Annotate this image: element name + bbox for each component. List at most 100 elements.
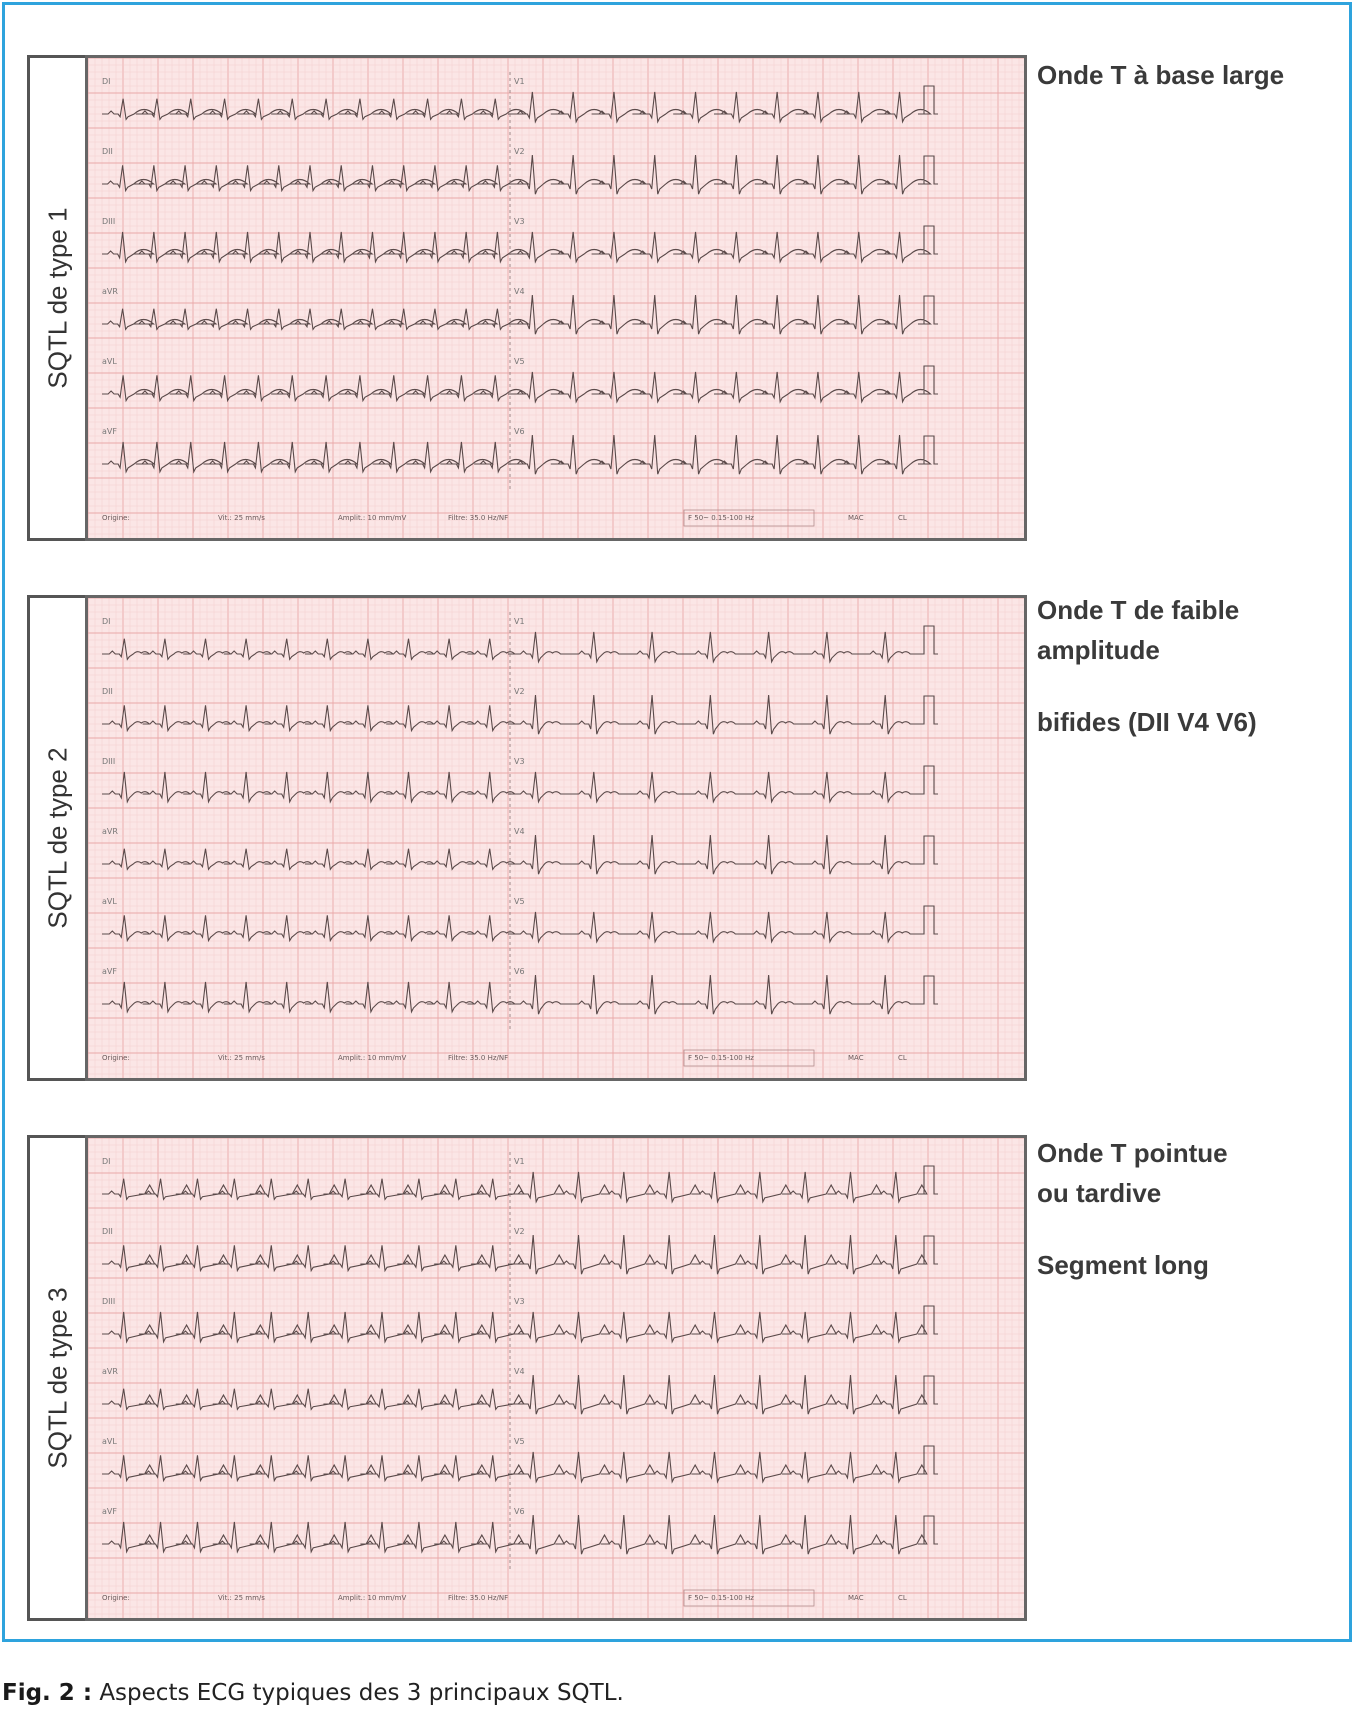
lead-label: aVL [102, 357, 117, 366]
caption-text: Aspects ECG typiques des 3 principaux SQ… [99, 1680, 624, 1706]
lead-label: V6 [514, 427, 525, 436]
panel-3-notes: Onde T pointue ou tardive Segment long [1037, 1133, 1337, 1285]
ecg-trace [102, 1445, 938, 1484]
ecg-footer-text: F 50~ 0.15-100 Hz [688, 1054, 754, 1062]
ecg-footer-text: Origine: [102, 1054, 130, 1062]
lead-label: DI [102, 617, 111, 626]
ecg-trace [102, 975, 938, 1015]
lead-label: V2 [514, 1227, 525, 1236]
lead-label: DIII [102, 217, 115, 226]
panel-side-label: SQTL de type 3 [42, 1287, 72, 1469]
ecg-footer-text: MAC [848, 1594, 864, 1602]
ecg-grid [88, 598, 1024, 1078]
lead-label: V1 [514, 77, 525, 86]
lead-label: DI [102, 77, 111, 86]
lead-label: V3 [514, 217, 525, 226]
ecg-panel-type-2: SQTL de type 2 DI V1 DII V2 DIII V3 aVR V4 aVL V5… [27, 595, 1027, 1081]
ecg-strip: DI V1 DII V2 DIII V3 aVR V4 aVL V5 aVF V6 Origine: Vi… [85, 55, 1027, 541]
ecg-trace [102, 85, 938, 124]
ecg-trace [102, 1165, 938, 1204]
ecg-panel-type-3: SQTL de type 3 DI V1 DII V2 DIII V3 aVR V4 aVL V5… [27, 1135, 1027, 1621]
ecg-footer-text: Filtre: 35.0 Hz/NF [448, 514, 508, 522]
panel-side-label-box: SQTL de type 3 [27, 1135, 85, 1621]
lead-label: DIII [102, 757, 115, 766]
ecg-strip: DI V1 DII V2 DIII V3 aVR V4 aVL V5 aVF V6 Origine: Vi… [85, 595, 1027, 1081]
panel-1-notes: Onde T à base large [1037, 55, 1337, 95]
ecg-trace [102, 365, 938, 404]
ecg-footer-text: Vit.: 25 mm/s [218, 514, 265, 522]
ecg-tracing: DI V1 DII V2 DIII V3 aVR V4 aVL V5 aVF V6 Origine: Vi… [88, 1138, 1024, 1618]
ecg-footer-text: Origine: [102, 1594, 130, 1602]
ecg-footer-text: Amplit.: 10 mm/mV [338, 514, 406, 522]
ecg-tracing: DI V1 DII V2 DIII V3 aVR V4 aVL V5 aVF V6 Origine: Vi… [88, 598, 1024, 1078]
lead-label: V5 [514, 1437, 525, 1446]
lead-label: V6 [514, 1507, 525, 1516]
caption-label: Fig. 2 : [2, 1680, 93, 1706]
ecg-trace [102, 1515, 938, 1555]
panel-side-label: SQTL de type 1 [42, 207, 72, 389]
panel-side-label: SQTL de type 2 [42, 747, 72, 929]
lead-label: V1 [514, 617, 525, 626]
ecg-footer-text: F 50~ 0.15-100 Hz [688, 1594, 754, 1602]
figure-frame: SQTL de type 1 DI V1 DII V2 DIII V3 aVR V4 aVL V5… [2, 2, 1352, 1642]
lead-label: V5 [514, 897, 525, 906]
lead-label: DII [102, 687, 113, 696]
ecg-footer-text: Vit.: 25 mm/s [218, 1054, 265, 1062]
ecg-trace [102, 625, 938, 664]
ecg-trace [102, 765, 938, 804]
ecg-footer-text: Filtre: 35.0 Hz/NF [448, 1594, 508, 1602]
lead-label: aVL [102, 1437, 117, 1446]
lead-label: aVR [102, 1367, 118, 1376]
filter-box [683, 509, 815, 527]
ecg-grid [88, 58, 1024, 538]
filter-box [683, 1589, 815, 1607]
ecg-trace [102, 835, 938, 875]
lead-label: DI [102, 1157, 111, 1166]
filter-box [683, 1049, 815, 1067]
lead-label: aVF [102, 1507, 117, 1516]
ecg-trace [102, 225, 938, 264]
ecg-footer-text: CL [898, 1054, 907, 1062]
panel-2-notes: Onde T de faible amplitude bifides (DII … [1037, 590, 1337, 742]
ecg-footer-text: F 50~ 0.15-100 Hz [688, 514, 754, 522]
ecg-trace [102, 1235, 938, 1275]
lead-label: V1 [514, 1157, 525, 1166]
ecg-footer-text: Amplit.: 10 mm/mV [338, 1054, 406, 1062]
ecg-footer-text: Filtre: 35.0 Hz/NF [448, 1054, 508, 1062]
lead-label: aVR [102, 827, 118, 836]
ecg-trace [102, 905, 938, 944]
note-text: Onde T à base large [1037, 60, 1285, 90]
note-text: Onde T pointue ou tardive [1037, 1138, 1228, 1208]
lead-label: aVL [102, 897, 117, 906]
lead-label: DII [102, 147, 113, 156]
lead-label: V4 [514, 827, 525, 836]
ecg-footer-text: Origine: [102, 514, 130, 522]
lead-label: V5 [514, 357, 525, 366]
ecg-trace [102, 435, 938, 475]
ecg-paper [88, 58, 1024, 538]
ecg-trace [102, 155, 938, 195]
lead-label: V6 [514, 967, 525, 976]
note-text: Onde T de faible amplitude [1037, 595, 1240, 665]
ecg-footer-text: Amplit.: 10 mm/mV [338, 1594, 406, 1602]
lead-label: aVR [102, 287, 118, 296]
ecg-trace [102, 295, 938, 335]
ecg-footer-text: MAC [848, 1054, 864, 1062]
ecg-footer-text: CL [898, 514, 907, 522]
lead-label: V2 [514, 687, 525, 696]
lead-label: DII [102, 1227, 113, 1236]
lead-label: V3 [514, 757, 525, 766]
ecg-strip: DI V1 DII V2 DIII V3 aVR V4 aVL V5 aVF V6 Origine: Vi… [85, 1135, 1027, 1621]
lead-label: V3 [514, 1297, 525, 1306]
ecg-trace [102, 1375, 938, 1415]
lead-label: aVF [102, 427, 117, 436]
lead-label: aVF [102, 967, 117, 976]
lead-label: DIII [102, 1297, 115, 1306]
ecg-footer-text: Vit.: 25 mm/s [218, 1594, 265, 1602]
note-text: Segment long [1037, 1250, 1209, 1280]
ecg-tracing: DI V1 DII V2 DIII V3 aVR V4 aVL V5 aVF V6 Origine: Vi… [88, 58, 1024, 538]
panel-side-label-box: SQTL de type 1 [27, 55, 85, 541]
ecg-footer-text: MAC [848, 514, 864, 522]
ecg-trace [102, 695, 938, 735]
lead-label: V2 [514, 147, 525, 156]
